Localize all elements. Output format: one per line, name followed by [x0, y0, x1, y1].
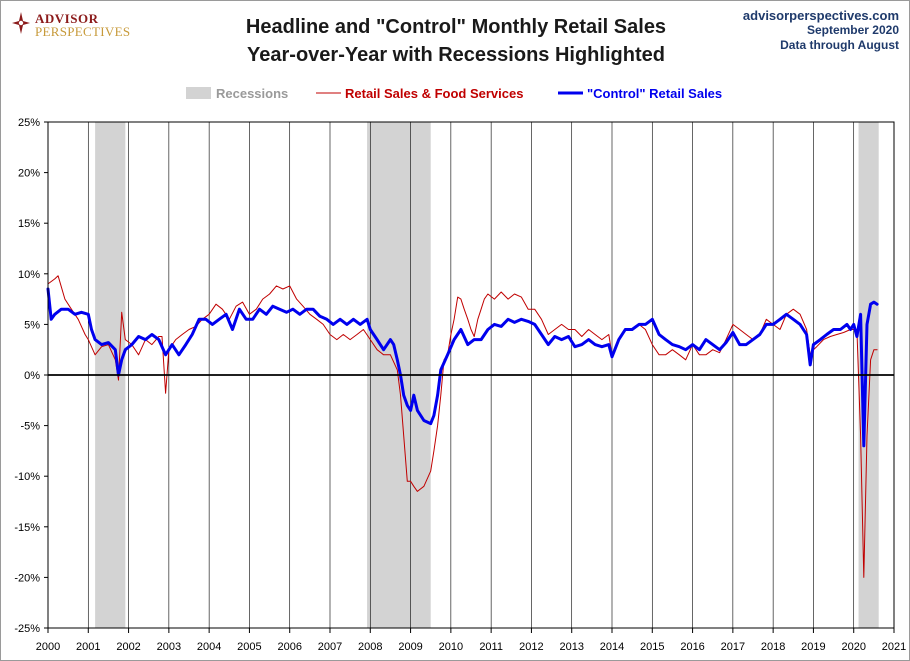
x-tick-label: 2017: [721, 641, 745, 653]
chart-legend: Recessions Retail Sales & Food Services "C…: [186, 86, 722, 101]
x-tick-label: 2007: [318, 641, 342, 653]
axes: -25% -20% -15% -10% -5% 0% 5% 10% 15% 20% 25% 2000 2…: [14, 117, 906, 653]
y-tick-label: 25%: [18, 117, 40, 129]
legend-swatch-recessions: [186, 87, 211, 99]
y-tick-label: 5%: [24, 319, 40, 331]
x-tick-label: 2018: [761, 641, 785, 653]
logo-line2: PERSPECTIVES: [35, 24, 131, 39]
x-tick-label: 2019: [801, 641, 825, 653]
legend-label-recessions: Recessions: [216, 86, 288, 101]
x-tick-label: 2004: [197, 641, 221, 653]
legend-label-retail-sales: Retail Sales & Food Services: [345, 86, 523, 101]
x-tick-label: 2014: [600, 641, 624, 653]
x-tick-label: 2005: [237, 641, 261, 653]
x-tick-label: 2009: [398, 641, 422, 653]
series-lines: [46, 275, 879, 578]
y-tick-label: -20%: [14, 572, 40, 584]
x-tick-label: 2010: [439, 641, 463, 653]
x-tick-label: 2012: [519, 641, 543, 653]
title-line-1: Headline and "Control" Monthly Retail Sa…: [245, 16, 667, 38]
y-tick-label: -25%: [14, 623, 40, 635]
x-tick-label: 2003: [157, 641, 181, 653]
y-tick-label: -10%: [14, 471, 40, 483]
y-tick-label: -15%: [14, 522, 40, 534]
x-tick-label: 2000: [36, 641, 60, 653]
series-line-control-retail-sales: [46, 287, 879, 448]
legend-label-control-sales: "Control" Retail Sales: [587, 86, 722, 101]
x-tick-label: 2013: [559, 641, 583, 653]
x-tick-label: 2016: [680, 641, 704, 653]
y-tick-label: 15%: [18, 218, 40, 230]
source-site: advisorperspectives.com: [742, 8, 899, 23]
x-tick-label: 2021: [882, 641, 906, 653]
chart-title: Headline and "Control" Monthly Retail Sa…: [1, 13, 910, 69]
x-tick-label: 2006: [277, 641, 301, 653]
x-tick-label: 2015: [640, 641, 664, 653]
x-tick-label: 2020: [841, 641, 865, 653]
source-note: Data through August: [780, 38, 899, 52]
y-tick-label: 10%: [18, 269, 40, 281]
x-tick-label: 2002: [116, 641, 140, 653]
y-tick-label: 0%: [24, 370, 40, 382]
logo-line1: ADVISOR: [35, 11, 99, 26]
y-tick-label: 20%: [18, 168, 40, 180]
title-line-2: Year-over-Year with Recessions Highlight…: [247, 44, 665, 66]
compass-logo-icon: [12, 12, 30, 34]
x-tick-label: 2008: [358, 641, 382, 653]
x-tick-label: 2011: [479, 641, 503, 653]
x-tick-label: 2001: [76, 641, 100, 653]
source-block: advisorperspectives.com September 2020 D…: [743, 8, 899, 53]
y-tick-label: -5%: [20, 421, 40, 433]
source-date: September 2020: [806, 23, 899, 37]
